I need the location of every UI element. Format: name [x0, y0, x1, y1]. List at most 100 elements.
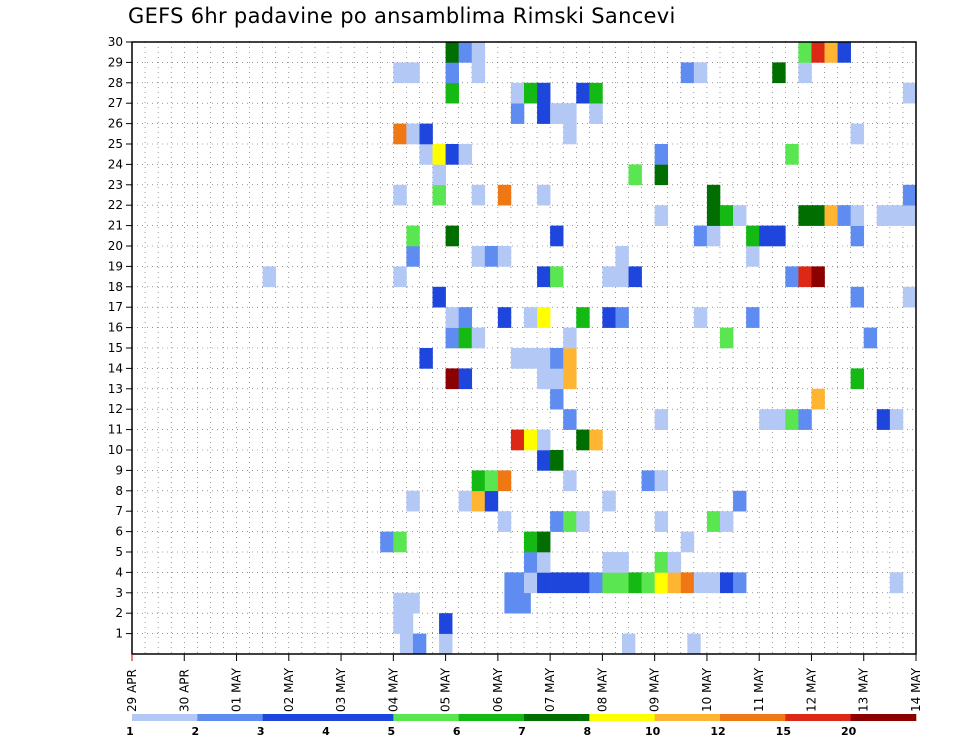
heatmap-cell — [602, 307, 616, 328]
heatmap-cell — [863, 327, 878, 349]
y-tick-label: 18 — [108, 280, 123, 294]
x-tick-label: 05 MAY — [439, 667, 453, 712]
heatmap-cell — [720, 327, 734, 349]
heatmap-cell — [524, 552, 538, 573]
y-tick-label: 12 — [108, 402, 123, 416]
heatmap-cell — [504, 572, 518, 594]
y-tick-label: 2 — [115, 606, 123, 620]
heatmap-cell — [772, 409, 786, 430]
heatmap-cell — [850, 205, 865, 226]
x-tick-label: 11 MAY — [752, 667, 766, 712]
heatmap-cell — [850, 368, 865, 390]
heatmap-cell — [680, 572, 695, 594]
heatmap-cell — [889, 572, 904, 594]
legend-label: 20 — [841, 725, 857, 738]
heatmap-cell — [484, 490, 499, 512]
chart-title: GEFS 6hr padavine po ansamblima Rimski S… — [128, 4, 676, 28]
y-tick-label: 6 — [115, 525, 123, 539]
heatmap-cell — [680, 62, 695, 84]
heatmap-cell — [262, 266, 277, 288]
heatmap-cell — [445, 225, 459, 247]
heatmap-cell — [524, 429, 538, 451]
heatmap-cell — [654, 409, 669, 430]
heatmap-cell — [602, 572, 616, 594]
x-tick-label: 13 MAY — [857, 667, 871, 712]
y-tick-label: 20 — [108, 239, 123, 253]
heatmap-cell — [563, 572, 577, 594]
y-tick-label: 26 — [108, 117, 123, 131]
heatmap-cell — [680, 531, 695, 553]
heatmap-cell — [537, 429, 551, 451]
heatmap-cell — [628, 572, 642, 594]
heatmap-cell — [537, 184, 551, 206]
heatmap-cell — [537, 348, 551, 369]
heatmap-cell — [458, 144, 473, 165]
heatmap-cell — [733, 490, 747, 512]
heatmap-cell — [497, 307, 512, 328]
y-tick-label: 25 — [108, 137, 123, 151]
heatmap-cell — [693, 307, 708, 328]
heatmap-cell — [687, 633, 701, 655]
y-tick-label: 7 — [115, 504, 123, 518]
heatmap-cell — [537, 552, 551, 573]
heatmap-cell — [876, 205, 891, 226]
heatmap-cell — [902, 205, 917, 226]
heatmap-cell — [380, 531, 394, 553]
legend-label: 12 — [710, 725, 725, 738]
heatmap-cell — [772, 62, 786, 84]
y-tick-label: 4 — [115, 565, 123, 579]
heatmap-cell — [524, 82, 538, 104]
heatmap-cell — [889, 205, 904, 226]
heatmap-cell — [563, 327, 577, 349]
heatmap-cell — [439, 633, 453, 655]
heatmap-cell — [406, 225, 420, 247]
heatmap-cell — [439, 613, 453, 634]
legend-swatch — [654, 714, 721, 721]
x-tick-label: 04 MAY — [386, 667, 400, 712]
heatmap-cell — [654, 552, 669, 573]
heatmap-cell — [798, 42, 812, 63]
heatmap-cell — [706, 511, 721, 532]
y-tick-label: 10 — [108, 443, 123, 457]
heatmap-cell — [850, 225, 865, 247]
x-tick-label: 06 MAY — [491, 667, 505, 712]
legend-swatch — [262, 714, 329, 721]
heatmap-cell — [824, 42, 838, 63]
heatmap-cell — [811, 388, 825, 410]
heatmap-cell — [445, 327, 459, 349]
heatmap-cell — [550, 572, 564, 594]
y-tick-label: 24 — [108, 157, 123, 171]
heatmap-cell — [399, 633, 414, 655]
y-tick-label: 21 — [108, 219, 123, 233]
heatmap-cell — [706, 572, 721, 594]
heatmap-cell — [563, 348, 577, 369]
heatmap-cell — [563, 368, 577, 390]
heatmap-cell — [563, 103, 577, 124]
heatmap-cell — [406, 592, 420, 614]
heatmap-cell — [524, 307, 538, 328]
heatmap-cell — [445, 144, 459, 165]
heatmap-cell — [537, 572, 551, 594]
heatmap-cell — [811, 205, 825, 226]
heatmap-cell — [393, 123, 407, 145]
x-tick-label: 30 APR — [177, 669, 191, 712]
y-tick-label: 5 — [115, 545, 123, 559]
heatmap-cell — [471, 246, 486, 267]
legend-label: 5 — [388, 725, 396, 738]
heatmap-cell — [484, 246, 499, 267]
heatmap-cell — [589, 572, 603, 594]
y-tick-label: 22 — [108, 198, 123, 212]
legend-label: 1 — [126, 725, 134, 738]
heatmap-cell — [471, 490, 486, 512]
heatmap-cell — [615, 552, 629, 573]
heatmap-cell — [550, 388, 564, 410]
heatmap-cell — [667, 552, 682, 573]
heatmap-cell — [471, 327, 486, 349]
heatmap-cell — [798, 266, 812, 288]
heatmap-cell — [876, 409, 891, 430]
heatmap-cell — [615, 246, 629, 267]
y-tick-label: 23 — [108, 178, 123, 192]
heatmap-cell — [537, 450, 551, 471]
heatmap-cell — [458, 42, 473, 63]
heatmap-cell — [393, 62, 407, 84]
